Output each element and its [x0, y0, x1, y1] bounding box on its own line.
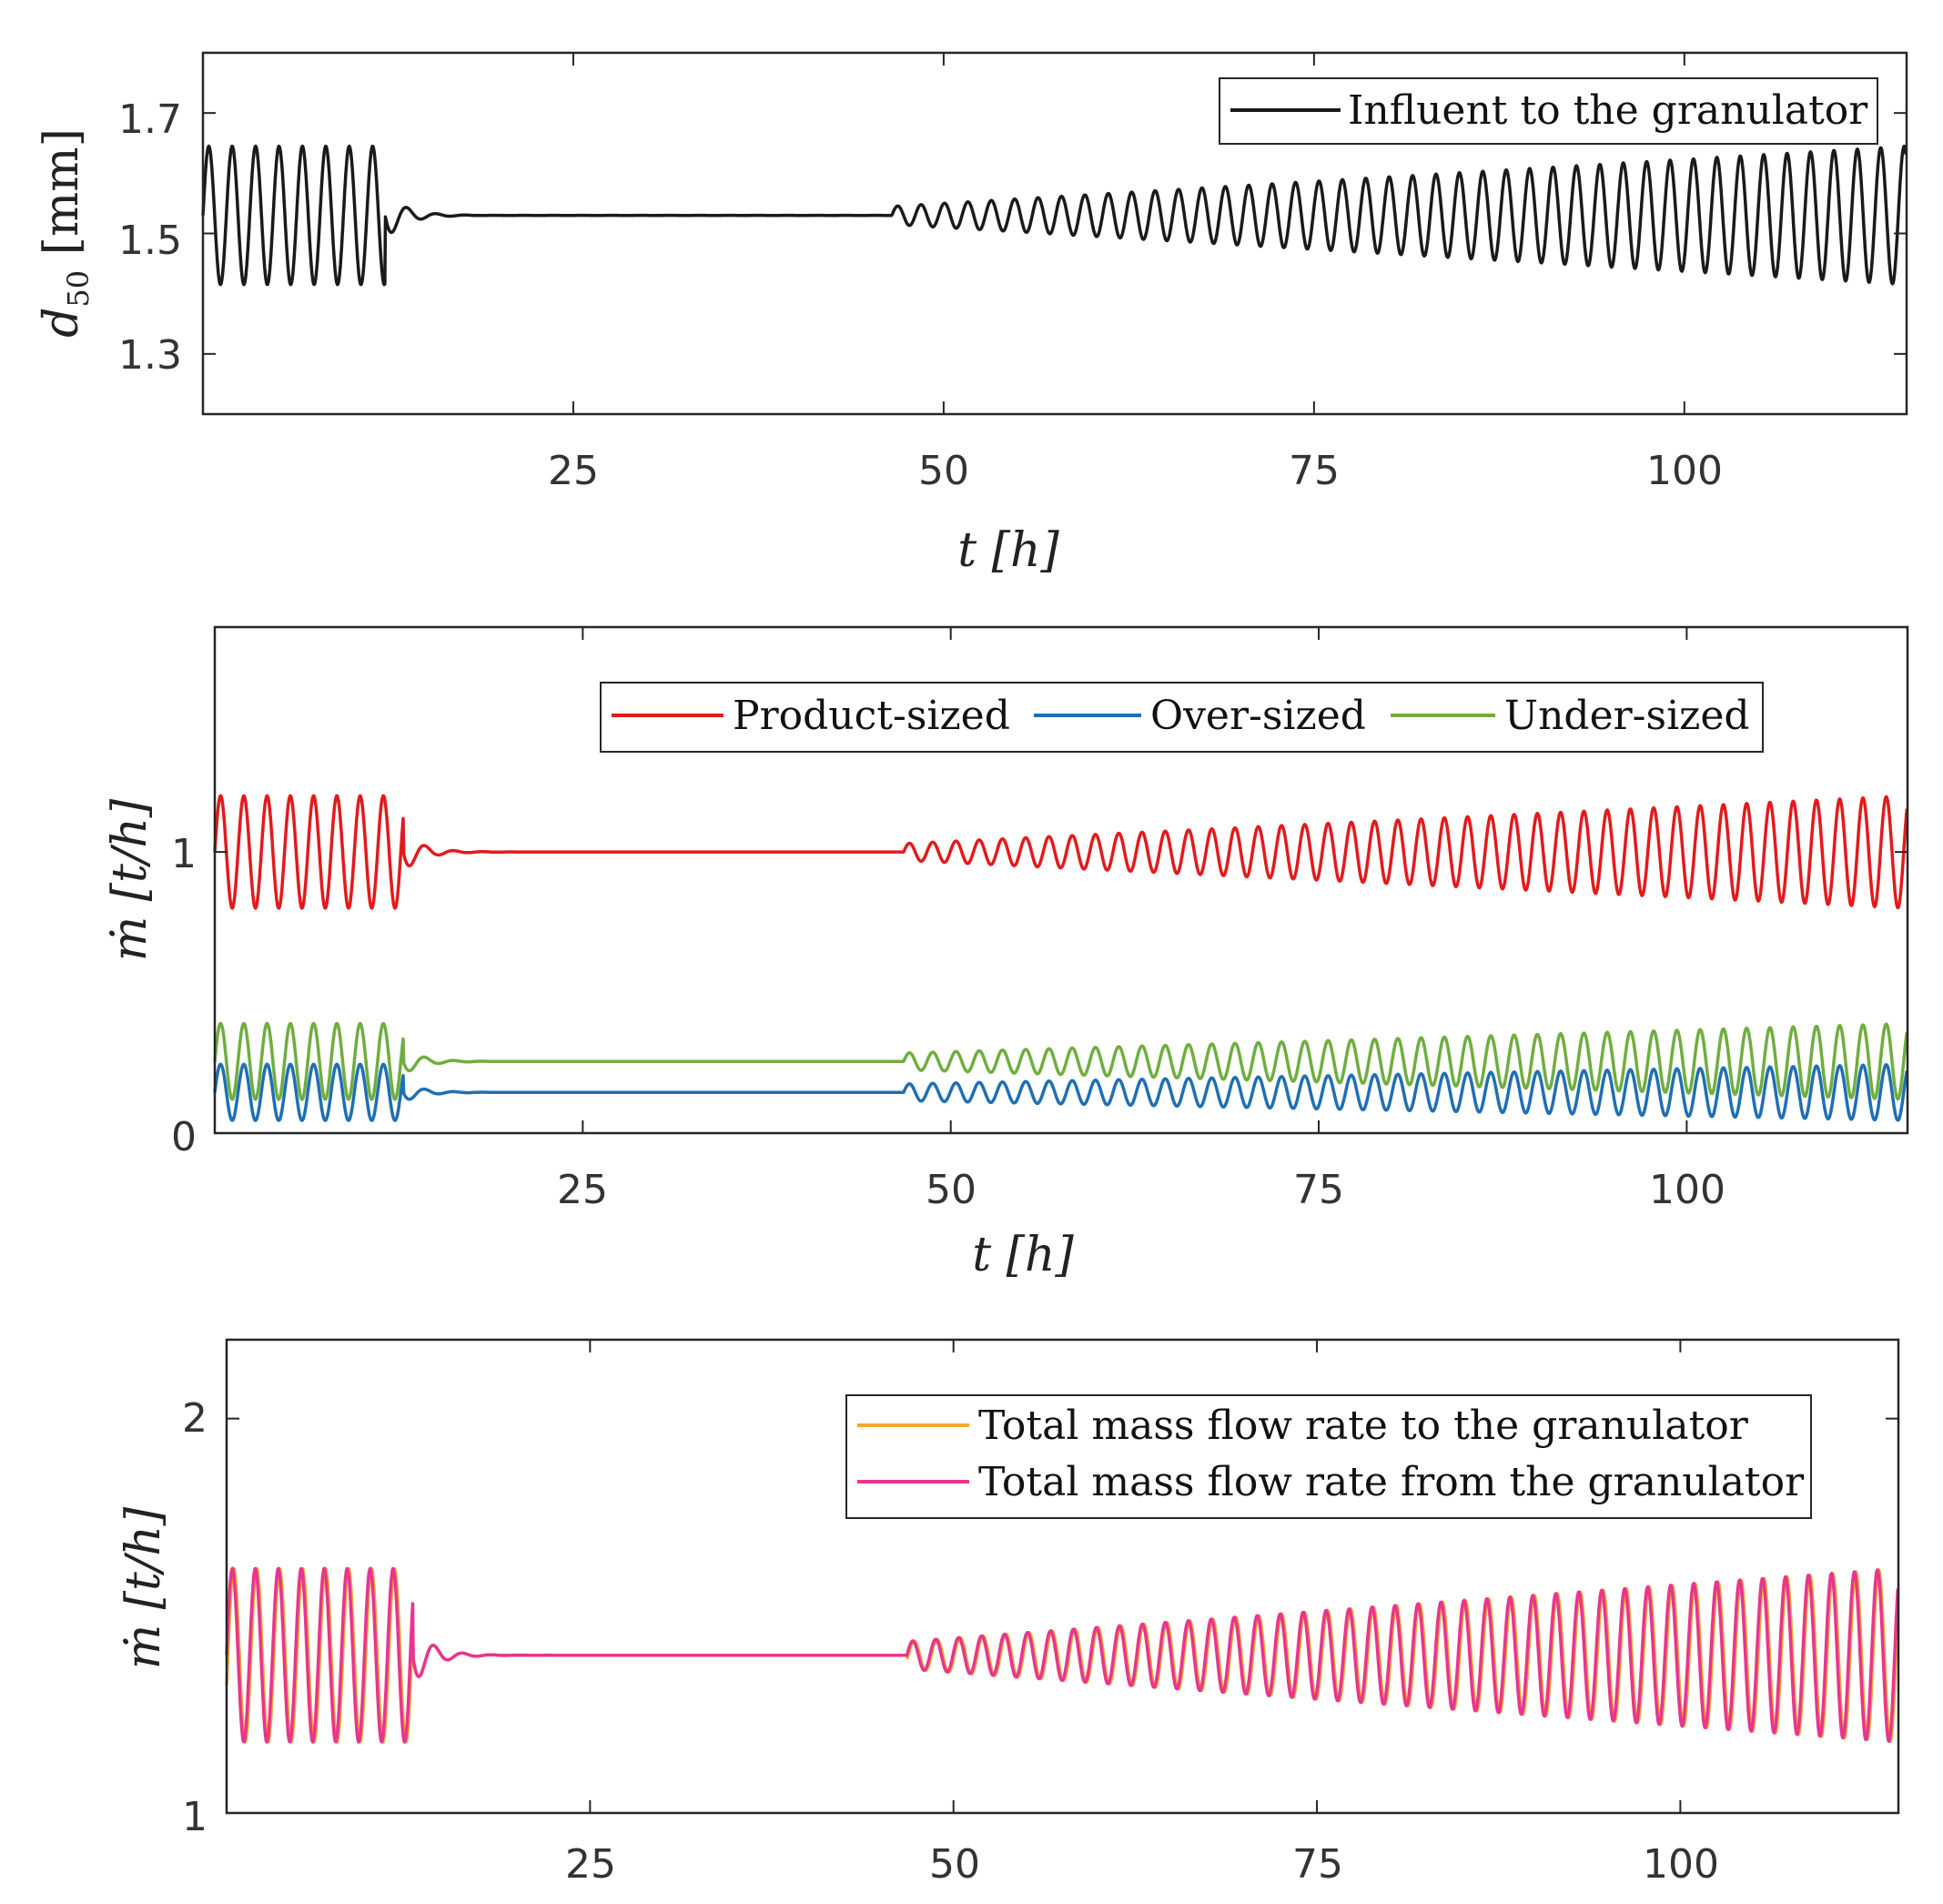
xtick-label-top-3: 75	[1289, 448, 1340, 494]
legend-label-influent: Influent to the granulator	[1348, 87, 1868, 134]
series-group-middle	[213, 794, 1909, 1122]
legend-top: Influent to the granulator	[1219, 77, 1878, 145]
legend-label-over-sized: Over-sized	[1150, 693, 1366, 739]
ytick-label-bottom-1: 1	[182, 1794, 207, 1840]
legend-middle: Product-sized Over-sized Under-sized	[600, 682, 1764, 753]
y-axis-label-top: d50 [mm]	[35, 128, 96, 338]
series-group-bottom	[225, 1566, 1900, 1744]
y-axis-label-middle: ṁ [t/h]	[103, 798, 157, 961]
series-line-influent-to-the-granulator	[201, 144, 1908, 287]
legend-label-under-sized: Under-sized	[1504, 693, 1750, 739]
ytick-label-middle-1: 0	[171, 1114, 197, 1160]
legend-box-bottom	[845, 1394, 1812, 1519]
ytick-label-top-2: 1.5	[118, 218, 182, 264]
ytick-label-bottom-2: 2	[182, 1395, 207, 1442]
series-group-top	[201, 144, 1908, 287]
legend-bottom: Total mass flow rate to the granulator T…	[845, 1394, 1812, 1519]
ytick-label-top-3: 1.7	[118, 96, 182, 143]
series-line-under-sized	[213, 1021, 1909, 1101]
xtick-label-bottom-3: 75	[1292, 1841, 1343, 1888]
xtick-label-top-1: 25	[548, 448, 599, 494]
legend-box-middle	[600, 682, 1764, 753]
xtick-label-middle-3: 75	[1293, 1167, 1344, 1213]
legend-label-product-sized: Product-sized	[733, 693, 1010, 739]
legend-label-total-to: Total mass flow rate to the granulator	[978, 1403, 1749, 1449]
ticks-middle	[215, 627, 1908, 1134]
panel-bottom: 1 2 25 50 75 100 ṁ [t/h] Total mass flow…	[116, 1338, 1900, 1888]
series-line-total-mass-flow-rate-from-the-granulator	[225, 1566, 1900, 1744]
axes-box-middle	[213, 625, 1909, 1135]
series-line-product-sized	[213, 794, 1909, 910]
xtick-label-bottom-1: 25	[565, 1841, 616, 1888]
legend-label-total-from: Total mass flow rate from the granulator	[978, 1459, 1805, 1505]
xtick-label-bottom-2: 50	[929, 1841, 980, 1888]
ticks-top	[203, 53, 1907, 414]
xtick-label-bottom-4: 100	[1643, 1841, 1719, 1888]
xtick-label-middle-4: 100	[1649, 1167, 1725, 1213]
x-axis-label-top: t [h]	[957, 523, 1059, 578]
panel-middle: 0 1 25 50 75 100 t [h] ṁ [t/h] Product-s…	[103, 625, 1909, 1282]
x-axis-label-middle: t [h]	[972, 1228, 1074, 1282]
y-axis-label-bottom: ṁ [t/h]	[116, 1506, 171, 1669]
panel-top: 1.3 1.5 1.7 25 50 75 100 t [h] d50 [mm] …	[35, 51, 1908, 578]
axes-box-bottom	[225, 1338, 1900, 1815]
xtick-label-middle-1: 25	[557, 1167, 608, 1213]
xtick-label-middle-2: 50	[926, 1167, 977, 1213]
xtick-label-top-4: 100	[1646, 448, 1723, 494]
ticks-bottom	[227, 1340, 1898, 1814]
ytick-label-top-1: 1.3	[118, 332, 182, 379]
ytick-label-middle-2: 1	[171, 831, 197, 877]
series-line-over-sized	[213, 1062, 1909, 1122]
xtick-label-top-2: 50	[918, 448, 969, 494]
